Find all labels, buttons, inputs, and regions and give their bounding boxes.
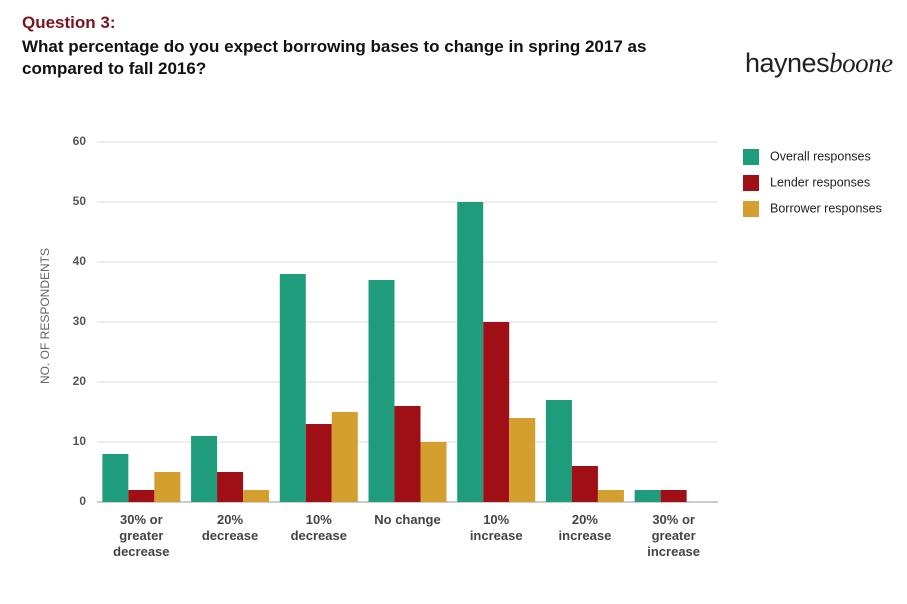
logo-text: boone — [829, 48, 893, 78]
bar — [571, 466, 598, 502]
x-tick-label: No change — [374, 512, 441, 527]
bar — [457, 202, 484, 502]
bar — [420, 442, 447, 502]
bar — [545, 400, 572, 502]
bar — [305, 424, 332, 502]
bar — [509, 418, 536, 502]
bar — [483, 322, 510, 502]
bar — [597, 490, 624, 502]
x-tick-label: 30% or greater decrease — [113, 512, 170, 559]
bar — [331, 412, 358, 502]
x-tick-label: 20% decrease — [201, 512, 259, 543]
legend-swatch — [743, 201, 759, 217]
question-number: Question 3: — [22, 13, 116, 32]
x-tick-label: 20% increase — [558, 512, 612, 543]
bar — [128, 490, 155, 502]
y-tick-label: 40 — [73, 254, 87, 268]
y-tick-label: 0 — [79, 494, 86, 508]
bar — [660, 490, 687, 502]
bar — [217, 472, 244, 502]
legend-swatch — [743, 149, 759, 165]
y-tick-label: 10 — [73, 434, 87, 448]
legend-label: Overall responses — [770, 149, 871, 163]
bar — [191, 436, 218, 502]
y-axis-label: NO. OF RESPONDENTS — [38, 248, 52, 384]
bar — [279, 274, 306, 502]
y-tick-label: 30 — [73, 314, 87, 328]
bar — [154, 472, 181, 502]
legend-label: Lender responses — [770, 175, 870, 189]
x-tick-label: 10% decrease — [290, 512, 347, 543]
x-tick-label: 30% or greater increase — [647, 512, 701, 559]
bar — [634, 490, 661, 502]
y-tick-label: 20 — [73, 374, 87, 388]
logo-text: haynes — [745, 48, 830, 78]
y-tick-label: 60 — [73, 134, 87, 148]
chart-title: What percentage do you expect borrowing … — [22, 37, 647, 78]
logo: haynesboone — [745, 48, 893, 79]
bar — [368, 280, 395, 502]
legend-label: Borrower responses — [770, 201, 882, 215]
legend-swatch — [743, 175, 759, 191]
y-tick-label: 50 — [73, 194, 87, 208]
bar — [243, 490, 270, 502]
bar — [394, 406, 421, 502]
bar — [102, 454, 129, 502]
x-tick-label: 10% increase — [469, 512, 523, 543]
